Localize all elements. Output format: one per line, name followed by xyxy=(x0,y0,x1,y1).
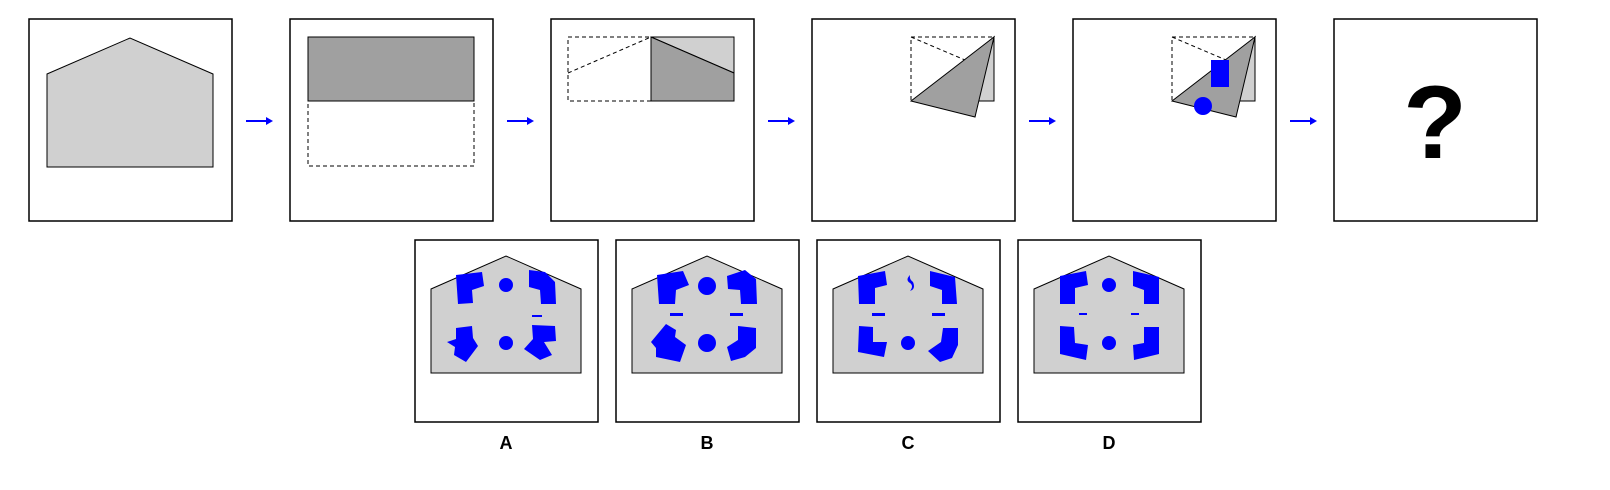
arrow-2 xyxy=(507,117,534,125)
option-d[interactable]: D xyxy=(1017,239,1202,453)
option-label: B xyxy=(701,433,714,453)
arrow-1 xyxy=(246,117,273,125)
hole-pattern xyxy=(651,270,757,362)
arrow-3 xyxy=(768,117,795,125)
unfolded-paper-shape xyxy=(46,37,214,168)
option-label: D xyxy=(1103,433,1116,453)
folded-layer xyxy=(909,35,995,118)
step-5-panel xyxy=(1072,18,1277,222)
step-1-panel xyxy=(28,18,233,222)
arrow-5 xyxy=(1290,117,1317,125)
folded-layer xyxy=(650,36,735,102)
hole-pattern xyxy=(858,271,958,362)
step-3-panel xyxy=(550,18,755,222)
panel-frame xyxy=(1333,18,1538,222)
hole-pattern xyxy=(1060,271,1159,360)
question-mark: ? xyxy=(1403,65,1467,181)
option-label: C xyxy=(902,433,915,453)
folded-layer xyxy=(307,36,475,102)
step-2-panel xyxy=(289,18,494,222)
hole-pattern xyxy=(447,270,556,362)
step-6-panel: ? xyxy=(1333,18,1538,222)
option-c[interactable]: C xyxy=(816,239,1001,453)
step-4-panel xyxy=(811,18,1016,222)
arrow-4 xyxy=(1029,117,1056,125)
option-label: A xyxy=(500,433,513,453)
circle-hole xyxy=(1194,97,1212,115)
square-hole xyxy=(1211,60,1229,87)
option-b[interactable]: B xyxy=(615,239,800,453)
option-a[interactable]: A xyxy=(414,239,599,453)
fold-ghost-outline xyxy=(307,100,475,167)
